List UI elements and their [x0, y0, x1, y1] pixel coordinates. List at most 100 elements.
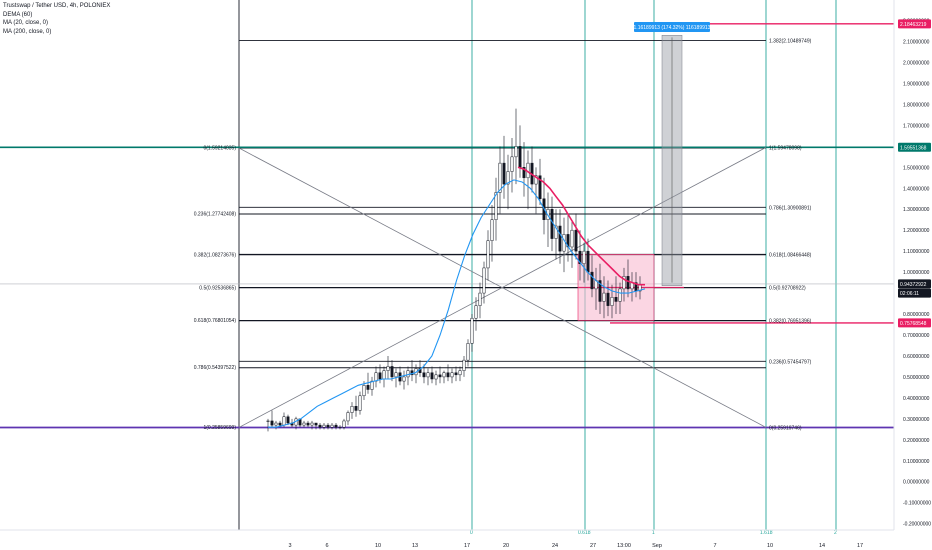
candle-body-81: [590, 271, 594, 290]
x-tick-27: 27: [590, 543, 596, 549]
candle-body-41: [430, 372, 434, 380]
legend-ma200[interactable]: MA (200, close, 0): [3, 28, 52, 35]
candle-body-11: [310, 422, 314, 426]
fib-retracement-lines: [0, 23, 894, 429]
candle-body-35: [406, 370, 410, 378]
time-axis[interactable]: 3 6 10 13 17 20 24 27 13:00 Sep 7 10 14 17: [0, 529, 894, 549]
candle-body-2: [274, 422, 278, 426]
y-tick-1-30000000: 1.30000000: [903, 207, 930, 213]
candle-body-86: [610, 297, 614, 306]
candle-body-21: [350, 406, 354, 413]
y-tick-1-80000000: 1.80000000: [903, 102, 930, 108]
price-tag-bg-3: [898, 288, 931, 298]
fib-left-label-0-1-59214035: 0(1.59214035): [203, 146, 236, 152]
candle-body-24: [362, 385, 366, 397]
time-fib-label-1: 1: [652, 530, 655, 536]
x-tick-10: 10: [375, 543, 381, 549]
x-tick-14: 14: [819, 543, 825, 549]
candle-body-16: [330, 424, 334, 428]
y-tick-0-20000000: 0.20000000: [903, 438, 930, 444]
y-tick-0-10000000: -0.10000000: [903, 501, 931, 507]
candle-body-17: [334, 424, 338, 428]
fib-left-label-0-236-1-27742408: 0.236(1.27742408): [194, 211, 237, 217]
candle-body-42: [434, 374, 438, 380]
chart-legend: Trustswap / Tether USD, 4h, POLONIEX DEM…: [3, 2, 110, 36]
candle-body-84: [602, 292, 606, 302]
x-tick-3: 3: [288, 543, 291, 549]
candle-body-61: [510, 156, 514, 172]
candle-body-78: [578, 250, 582, 264]
fib-right-label-0-0-25919746: 0(0.25919746): [769, 425, 802, 431]
candle-body-3: [278, 422, 282, 426]
time-fib-label-0-618: 0.618: [578, 530, 591, 536]
candle-body-89: [622, 276, 626, 290]
y-tick-0-70000000: 0.70000000: [903, 333, 930, 339]
dema-line: [517, 166, 645, 286]
candle-body-62: [514, 146, 518, 158]
legend-dema[interactable]: DEMA (60): [3, 11, 33, 18]
candle-body-39: [422, 372, 426, 378]
candle-body-60: [506, 171, 510, 185]
trend-line-down: [238, 147, 767, 428]
candle-body-31: [390, 366, 394, 378]
y-tick-2-00000000: 2.00000000: [903, 61, 930, 67]
symbol-title[interactable]: Trustswap / Tether USD, 4h, POLONIEX: [3, 3, 111, 9]
fib-left-label-0-786-0-54397522: 0.786(0.54397522): [194, 365, 237, 371]
y-tick-0-50000000: 0.50000000: [903, 375, 930, 381]
candle-body-28: [378, 372, 382, 380]
time-fib-label-1-618: 1.618: [760, 530, 773, 536]
candle-body-64: [522, 167, 526, 179]
time-fib-label-0: 0: [470, 530, 473, 536]
y-tick-0-10000000: 0.10000000: [903, 459, 930, 465]
x-tick-17: 17: [857, 543, 863, 549]
candle-body-88: [618, 288, 622, 302]
candle-body-27: [374, 372, 378, 382]
fib-left-label-1-0-25859699: 1(0.25859699): [203, 425, 236, 431]
candle-body-4: [282, 416, 286, 426]
price-axis[interactable]: 2.200000002.100000002.000000001.90000000…: [893, 0, 931, 530]
candle-body-50: [466, 343, 470, 361]
fib-right-label-0-618-1-08466448: 0.618(1.08466448): [769, 252, 812, 258]
candle-body-5: [286, 416, 290, 424]
candle-body-74: [562, 234, 566, 252]
candle-body-45: [446, 372, 450, 378]
candle-body-43: [438, 374, 442, 378]
x-tick-sep: Sep: [652, 543, 662, 549]
fib-level-labels: 0(1.59214035) 0.236(1.27742408) 0.382(1.08…: [194, 39, 812, 432]
candle-body-12: [314, 422, 318, 426]
price-tag-0-75768548: 0.75768548: [900, 321, 927, 327]
candle-body-77: [574, 229, 578, 252]
legend-ma20[interactable]: MA (20, close, 0): [3, 20, 49, 26]
x-tick-20: 20: [503, 543, 509, 549]
fib-right-label-0-786-1-30900891: 0.786(1.30900891): [769, 205, 812, 211]
candle-body-85: [606, 292, 610, 306]
y-tick-0-30000000: 0.30000000: [903, 417, 930, 423]
candle-body-20: [346, 412, 350, 422]
candle-body-52: [474, 305, 478, 319]
y-tick-0-40000000: 0.40000000: [903, 396, 930, 402]
candle-body-18: [338, 426, 342, 429]
price-tag-0-94372922: 0.94372922: [900, 282, 927, 288]
candle-body-53: [478, 292, 482, 306]
x-tick-10: 10: [767, 543, 773, 549]
candle-body-22: [354, 406, 358, 411]
candle-body-30: [386, 366, 390, 371]
time-fib-lines: 0 0.618 1 1.618 2: [238, 0, 837, 536]
candle-body-72: [554, 225, 558, 239]
candle-body-47: [454, 372, 458, 376]
candle-body-49: [462, 359, 466, 371]
candle-body-46: [450, 372, 454, 378]
x-tick-17: 17: [464, 543, 470, 549]
trend-lines: [238, 147, 767, 428]
candle-body-9: [302, 422, 306, 426]
candle-body-80: [586, 250, 590, 273]
fib-right-label-1-382-2-10489749: 1.382(2.10489749): [769, 39, 812, 45]
candle-body-15: [326, 424, 330, 428]
y-tick-1-50000000: 1.50000000: [903, 165, 930, 171]
candle-body-10: [306, 422, 310, 426]
candle-body-59: [502, 162, 506, 185]
candle-body-87: [614, 297, 618, 302]
x-tick-13-00: 13:00: [617, 543, 631, 549]
price-tag-2-18463219: 2.18463219: [900, 22, 927, 28]
